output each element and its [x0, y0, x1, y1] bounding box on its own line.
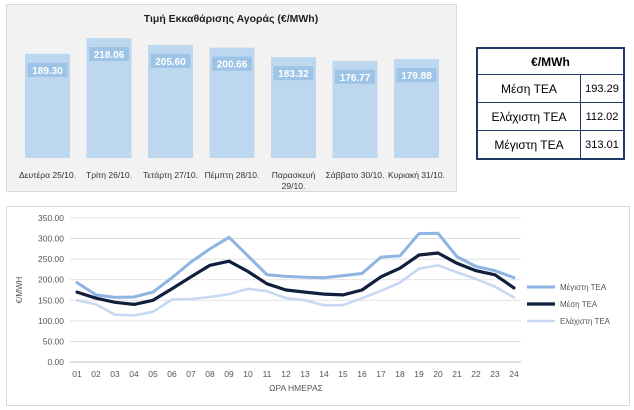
x-tick-label: Παρασκευή	[272, 170, 316, 180]
x-tick-label: 22	[471, 369, 481, 379]
x-tick-label: 07	[186, 369, 196, 379]
x-tick-label: Τετάρτη 27/10.	[143, 170, 198, 180]
series-line	[75, 251, 516, 306]
y-tick-label: 0.00	[47, 357, 64, 367]
y-tick-label: 350.00	[38, 213, 64, 223]
series-line	[75, 263, 516, 317]
stats-value-mean: 193.29	[580, 74, 625, 103]
x-tick-label: 12	[281, 369, 291, 379]
price-stats-table: €/MWh Μέση ΤΕΑ 193.29 Ελάχιστη ΤΕΑ 112.0…	[476, 47, 625, 160]
x-tick-label: Σάββατο 30/10.	[326, 170, 385, 180]
hourly-price-panel	[6, 206, 630, 406]
y-tick-label: 50.00	[43, 336, 65, 346]
data-label-box	[335, 69, 375, 84]
y-tick-label: 150.00	[38, 295, 64, 305]
data-label: 205.60	[155, 57, 186, 68]
x-tick-label: 06	[167, 369, 177, 379]
data-label-box	[396, 68, 437, 83]
x-tick-label: 03	[110, 369, 120, 379]
x-tick-label: 24	[509, 369, 519, 379]
data-label: 218.06	[94, 50, 125, 61]
x-tick-label: 23	[490, 369, 500, 379]
x-tick-label: 04	[129, 369, 139, 379]
stats-label-min: Ελάχιστη ΤΕΑ	[476, 102, 581, 131]
data-label-box	[273, 66, 314, 81]
chart-title: Τιμή Εκκαθάρισης Αγοράς (€/MWh)	[144, 13, 318, 25]
x-tick-label: 19	[414, 369, 424, 379]
x-tick-label: 09	[224, 369, 234, 379]
stats-value-max: 313.01	[580, 130, 625, 160]
stats-table-header: €/MWh	[476, 47, 625, 75]
data-label-box	[212, 56, 252, 71]
y-tick-label: 250.00	[38, 254, 64, 264]
stats-value-min: 112.02	[580, 102, 625, 131]
data-label: 189.30	[32, 66, 63, 77]
legend-label: Μέση ΤΕΑ	[560, 300, 598, 309]
x-tick-label: 10	[243, 369, 253, 379]
x-tick-label: 18	[395, 369, 405, 379]
stats-row-min: Ελάχιστη ΤΕΑ 112.02	[476, 102, 625, 131]
stats-label-max: Μέγιστη ΤΕΑ	[476, 130, 581, 160]
x-tick-label: 16	[357, 369, 367, 379]
x-tick-label: 05	[148, 369, 158, 379]
x-tick-label: 11	[263, 369, 272, 379]
x-tick-label: 29/10.	[282, 181, 306, 191]
y-axis-title: €/MWH	[15, 276, 24, 303]
x-tick-label: Κυριακή 31/10.	[388, 170, 445, 180]
x-tick-label: 01	[72, 369, 82, 379]
x-tick-label: 21	[452, 369, 462, 379]
x-tick-label: 13	[300, 369, 310, 379]
x-tick-label: 20	[433, 369, 443, 379]
data-label: 176.77	[340, 73, 371, 84]
x-tick-label: Πέμπτη 28/10.	[205, 170, 260, 180]
legend-label: Ελάχιστη ΤΕΑ	[560, 317, 611, 326]
x-tick-label: 14	[319, 369, 329, 379]
x-axis-title: ΩΡΑ ΗΜΕΡΑΣ	[269, 383, 323, 393]
x-tick-label: Δευτέρα 25/10.	[19, 170, 76, 180]
data-label-box	[150, 53, 191, 68]
stats-row-max: Μέγιστη ΤΕΑ 313.01	[476, 130, 625, 160]
data-label: 183.32	[278, 69, 309, 80]
y-tick-label: 200.00	[38, 275, 64, 285]
daily-price-bar-chart: Τιμή Εκκαθάρισης Αγοράς (€/MWh) 189.30 Δευ…	[19, 13, 445, 191]
x-tick-label: 02	[91, 369, 101, 379]
x-tick-label: 08	[205, 369, 215, 379]
stats-row-mean: Μέση ΤΕΑ 193.29	[476, 74, 625, 103]
x-tick-label: Τρίτη 26/10.	[86, 170, 132, 180]
data-label: 200.66	[217, 60, 248, 71]
data-label: 179.88	[401, 71, 432, 82]
data-label-box	[27, 62, 68, 77]
series-line	[75, 231, 516, 299]
x-tick-label: 15	[338, 369, 348, 379]
y-tick-label: 300.00	[38, 234, 64, 244]
data-label-box	[89, 47, 129, 62]
y-tick-label: 100.00	[38, 316, 64, 326]
x-tick-label: 17	[376, 369, 386, 379]
stats-label-mean: Μέση ΤΕΑ	[476, 74, 581, 103]
legend-label: Μέγιστη ΤΕΑ	[560, 283, 607, 292]
